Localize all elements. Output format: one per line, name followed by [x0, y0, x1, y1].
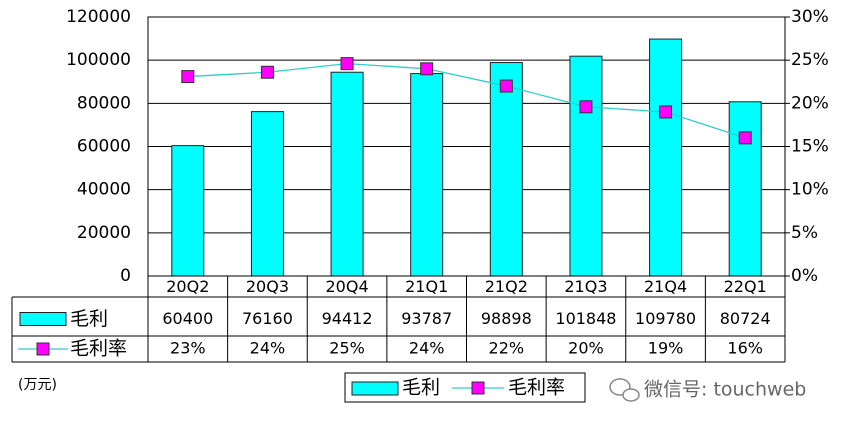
legend-swatch [351, 381, 399, 396]
x-tick-label: 22Q1 [724, 277, 767, 296]
watermark-icon [609, 378, 640, 402]
table-value: 24% [250, 339, 286, 358]
y-tick-label: 60000 [77, 137, 131, 157]
y-tick-label: 100000 [66, 50, 131, 70]
bar [250, 111, 284, 277]
table-value: 109780 [635, 309, 696, 328]
y-tick-label: 120000 [66, 7, 131, 27]
table-key [19, 312, 67, 326]
bar [569, 55, 603, 277]
watermark: 微信号: touchweb [644, 379, 806, 401]
x-tick-label: 21Q2 [485, 277, 528, 296]
y2-tick-label: 0% [791, 266, 818, 286]
y2-tick-label: 10% [791, 180, 829, 200]
bar [489, 62, 523, 277]
y2-tick-label: 15% [791, 137, 829, 157]
y2-tick-label: 30% [791, 7, 829, 27]
legend-label: 毛利 [402, 377, 440, 399]
y2-tick-label: 25% [791, 50, 829, 70]
bar [171, 145, 205, 277]
table-key [36, 342, 50, 356]
table-value: 19% [648, 339, 684, 358]
legend-swatch [471, 381, 485, 395]
marker [340, 57, 354, 71]
marker [579, 100, 593, 114]
bar [410, 73, 444, 277]
y-tick-label: 40000 [77, 180, 131, 200]
x-tick-label: 21Q1 [405, 277, 448, 296]
table-value: 25% [329, 339, 365, 358]
bar [330, 71, 364, 277]
bar [728, 101, 762, 277]
y2-tick-label: 20% [791, 93, 829, 113]
y-tick-label: 0 [120, 266, 131, 286]
table-row-label: 毛利率 [70, 338, 127, 360]
table-value: 23% [170, 339, 206, 358]
marker [738, 131, 752, 145]
table-value: 80724 [720, 309, 771, 328]
x-tick-label: 20Q3 [246, 277, 289, 296]
marker [181, 70, 195, 84]
table-value: 20% [568, 339, 604, 358]
y2-tick-label: 5% [791, 223, 818, 243]
table-value: 16% [727, 339, 763, 358]
table-value: 24% [409, 339, 445, 358]
table-value: 94412 [322, 309, 373, 328]
table-row-label: 毛利 [70, 308, 108, 330]
x-tick-label: 20Q2 [166, 277, 209, 296]
marker [499, 79, 513, 93]
marker [420, 62, 434, 76]
y-tick-label: 20000 [77, 223, 131, 243]
table-value: 101848 [555, 309, 616, 328]
y-tick-label: 80000 [77, 93, 131, 113]
marker [659, 105, 673, 119]
line [187, 62, 746, 139]
x-tick-label: 21Q3 [564, 277, 607, 296]
bar [649, 38, 683, 277]
x-tick-label: 20Q4 [325, 277, 368, 296]
table-value: 98898 [481, 309, 532, 328]
table-value: 60400 [162, 309, 213, 328]
table-value: 76160 [242, 309, 293, 328]
x-tick-label: 21Q4 [644, 277, 687, 296]
table-value: 93787 [401, 309, 452, 328]
table-value: 22% [489, 339, 525, 358]
legend-label: 毛利率 [508, 377, 565, 399]
unit-label: (万元) [18, 377, 57, 393]
marker [260, 65, 274, 79]
